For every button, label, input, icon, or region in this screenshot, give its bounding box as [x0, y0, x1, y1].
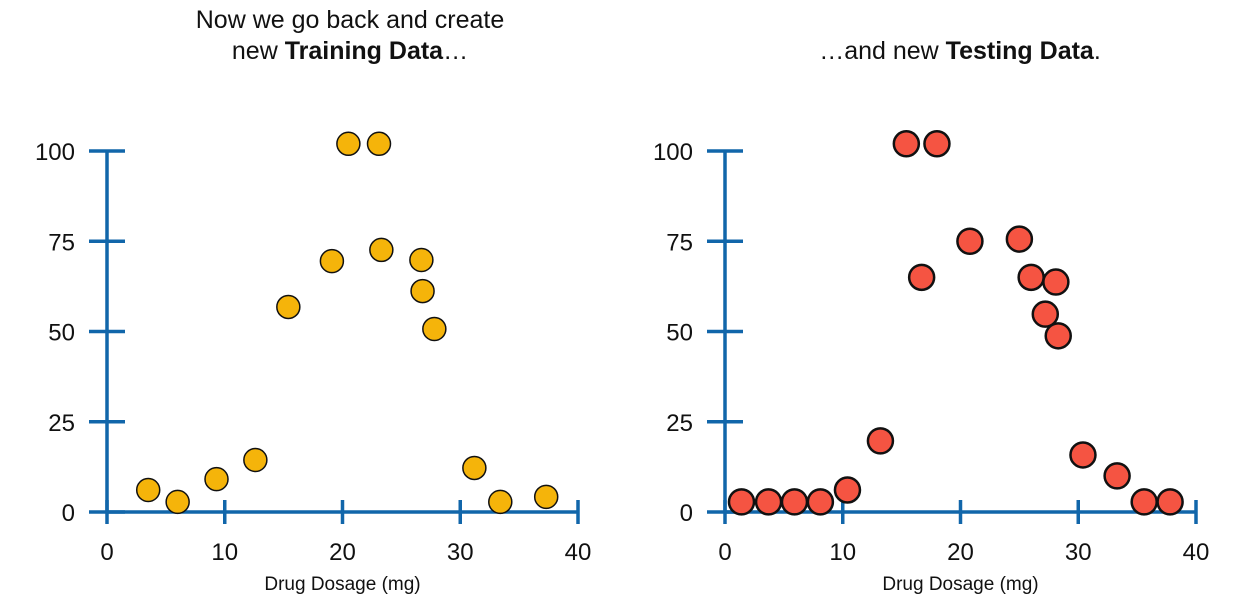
left-chart-title: Now we go back and create new Training D…	[110, 5, 590, 67]
y-tick-label: 50	[666, 320, 693, 347]
data-point	[727, 488, 756, 516]
data-point	[204, 466, 229, 492]
data-point	[923, 130, 951, 158]
data-point	[336, 131, 361, 157]
data-point	[907, 263, 936, 292]
left-title-suffix: …	[443, 37, 469, 65]
data-point	[806, 488, 835, 516]
x-tick-label: 40	[1183, 539, 1210, 566]
data-point	[135, 477, 161, 503]
data-point	[1069, 441, 1097, 469]
right-title-suffix: .	[1093, 37, 1101, 65]
training-chart: 0 10 20 30 40 0 25 50 75 100 Drug Dosage (mg)	[35, 131, 592, 595]
x-axis-label: Drug Dosage (mg)	[264, 574, 420, 595]
data-point	[369, 237, 394, 263]
testing-chart: 0 10 20 30 40 0 25 50 75 100 Drug Dosage (mg)	[653, 130, 1210, 595]
data-point	[165, 489, 190, 515]
data-point	[533, 484, 559, 510]
data-point	[1044, 322, 1072, 350]
x-tick-label: 30	[447, 539, 474, 566]
left-title-line1: Now we go back and create	[195, 6, 505, 34]
x-tick-label: 20	[947, 539, 974, 566]
data-point	[1156, 488, 1184, 516]
data-point	[754, 488, 783, 516]
data-point	[409, 247, 434, 273]
data-point	[1017, 263, 1045, 292]
x-tick-label: 0	[100, 539, 113, 566]
data-point	[488, 489, 513, 515]
right-chart-title: …and new Testing Data.	[720, 36, 1200, 67]
right-title-prefix: …and new	[819, 37, 946, 65]
x-tick-label: 10	[829, 539, 856, 566]
left-title-bold: Training Data	[284, 37, 444, 65]
data-point	[1130, 488, 1158, 516]
x-tick-label: 20	[329, 539, 356, 566]
y-tick-label: 100	[653, 139, 693, 166]
data-point	[833, 476, 862, 504]
y-tick-label: 75	[48, 229, 75, 256]
data-point	[319, 248, 345, 274]
y-tick-label: 50	[48, 320, 75, 347]
y-tick-label: 0	[62, 500, 75, 527]
data-point	[1103, 462, 1131, 490]
x-axis-label: Drug Dosage (mg)	[882, 574, 1038, 595]
x-tick-label: 30	[1065, 539, 1092, 566]
x-tick-label: 10	[211, 539, 238, 566]
x-tick-label: 0	[718, 539, 731, 566]
y-tick-label: 0	[680, 500, 693, 527]
data-point	[410, 278, 435, 304]
data-point	[243, 447, 268, 473]
data-point	[366, 131, 392, 157]
y-tick-label: 25	[666, 410, 693, 437]
data-point	[1042, 268, 1070, 296]
y-tick-label: 75	[666, 229, 693, 256]
data-point	[1005, 225, 1034, 253]
data-point	[276, 294, 301, 320]
data-point	[892, 130, 921, 158]
data-point	[422, 316, 447, 342]
x-tick-label: 40	[565, 539, 592, 566]
data-point	[866, 427, 895, 455]
data-point	[956, 227, 984, 255]
left-title-prefix: new	[231, 37, 285, 65]
data-point	[1031, 300, 1060, 328]
y-tick-label: 25	[48, 410, 75, 437]
data-point	[462, 455, 487, 481]
data-point	[780, 488, 809, 516]
right-title-bold: Testing Data	[945, 37, 1094, 65]
y-tick-label: 100	[35, 139, 75, 166]
